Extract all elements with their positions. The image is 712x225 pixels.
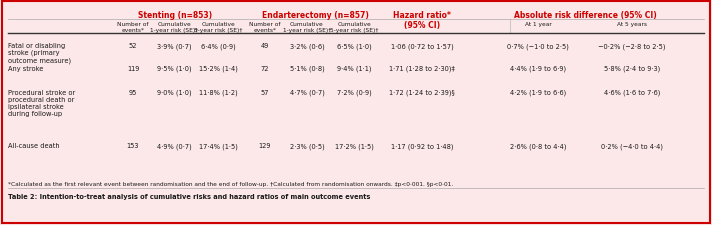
Text: 9·0% (1·0): 9·0% (1·0) <box>157 90 192 96</box>
Text: 5·1% (0·8): 5·1% (0·8) <box>290 66 325 72</box>
Text: At 1 year: At 1 year <box>525 22 551 27</box>
Text: At 5 years: At 5 years <box>617 22 647 27</box>
Text: Fatal or disabling
stroke (primary
outcome measure): Fatal or disabling stroke (primary outco… <box>8 43 71 64</box>
Text: 1·17 (0·92 to 1·48): 1·17 (0·92 to 1·48) <box>391 142 454 149</box>
Text: 7·2% (0·9): 7·2% (0·9) <box>337 90 372 96</box>
Text: 4·4% (1·9 to 6·9): 4·4% (1·9 to 6·9) <box>510 66 566 72</box>
Text: 15·2% (1·4): 15·2% (1·4) <box>199 66 237 72</box>
Text: 9·5% (1·0): 9·5% (1·0) <box>157 66 192 72</box>
Text: 49: 49 <box>261 43 269 49</box>
Text: Cumulative
1-year risk (SE)†: Cumulative 1-year risk (SE)† <box>150 22 198 33</box>
Text: 1·06 (0·72 to 1·57): 1·06 (0·72 to 1·57) <box>391 43 454 49</box>
Text: 2·3% (0·5): 2·3% (0·5) <box>290 142 325 149</box>
Text: 4·9% (0·7): 4·9% (0·7) <box>157 142 192 149</box>
Text: 17·4% (1·5): 17·4% (1·5) <box>199 142 237 149</box>
Text: Cumulative
5-year risk (SE)†: Cumulative 5-year risk (SE)† <box>194 22 242 33</box>
Text: Hazard ratio*
(95% CI): Hazard ratio* (95% CI) <box>393 11 451 30</box>
Text: Number of
events*: Number of events* <box>117 22 149 33</box>
FancyBboxPatch shape <box>2 2 710 223</box>
Text: 4·6% (1·6 to 7·6): 4·6% (1·6 to 7·6) <box>604 90 660 96</box>
Text: *Calculated as the first relevant event between randomisation and the end of fol: *Calculated as the first relevant event … <box>8 181 454 186</box>
Text: Any stroke: Any stroke <box>8 66 43 72</box>
Text: 0·7% (−1·0 to 2·5): 0·7% (−1·0 to 2·5) <box>507 43 569 49</box>
Text: 4·2% (1·9 to 6·6): 4·2% (1·9 to 6·6) <box>510 90 566 96</box>
Text: −0·2% (−2·8 to 2·5): −0·2% (−2·8 to 2·5) <box>598 43 666 49</box>
Text: Absolute risk difference (95% CI): Absolute risk difference (95% CI) <box>513 11 656 20</box>
Text: 11·8% (1·2): 11·8% (1·2) <box>199 90 237 96</box>
Text: 6·4% (0·9): 6·4% (0·9) <box>201 43 236 49</box>
Text: Endarterectomy (n=857): Endarterectomy (n=857) <box>261 11 368 20</box>
Text: 57: 57 <box>261 90 269 96</box>
Text: 153: 153 <box>127 142 140 148</box>
Text: 4·7% (0·7): 4·7% (0·7) <box>290 90 325 96</box>
Text: 119: 119 <box>127 66 139 72</box>
Text: Table 2: Intention-to-treat analysis of cumulative risks and hazard ratios of ma: Table 2: Intention-to-treat analysis of … <box>8 193 370 199</box>
Text: Cumulative
5-year risk (SE)†: Cumulative 5-year risk (SE)† <box>330 22 378 33</box>
Text: Cumulative
1-year risk (SE)†: Cumulative 1-year risk (SE)† <box>283 22 331 33</box>
Text: 0·2% (−4·0 to 4·4): 0·2% (−4·0 to 4·4) <box>601 142 663 149</box>
Text: Procedural stroke or
procedural death or
ipsilateral stroke
during follow-up: Procedural stroke or procedural death or… <box>8 90 75 117</box>
Text: 5·8% (2·4 to 9·3): 5·8% (2·4 to 9·3) <box>604 66 660 72</box>
Text: 2·6% (0·8 to 4·4): 2·6% (0·8 to 4·4) <box>510 142 566 149</box>
Text: Stenting (n=853): Stenting (n=853) <box>138 11 212 20</box>
Text: 1·72 (1·24 to 2·39)§: 1·72 (1·24 to 2·39)§ <box>389 90 455 96</box>
Text: All-cause death: All-cause death <box>8 142 60 148</box>
Text: 52: 52 <box>129 43 137 49</box>
Text: 129: 129 <box>258 142 271 148</box>
Text: 6·5% (1·0): 6·5% (1·0) <box>337 43 372 49</box>
Text: 95: 95 <box>129 90 137 96</box>
Text: 1·71 (1·28 to 2·30)‡: 1·71 (1·28 to 2·30)‡ <box>389 66 455 72</box>
Text: 3·2% (0·6): 3·2% (0·6) <box>290 43 325 49</box>
Text: 9·4% (1·1): 9·4% (1·1) <box>337 66 371 72</box>
Text: 3·9% (0·7): 3·9% (0·7) <box>157 43 192 49</box>
Text: Number of
events*: Number of events* <box>249 22 281 33</box>
Text: 17·2% (1·5): 17·2% (1·5) <box>335 142 373 149</box>
Text: 72: 72 <box>261 66 269 72</box>
